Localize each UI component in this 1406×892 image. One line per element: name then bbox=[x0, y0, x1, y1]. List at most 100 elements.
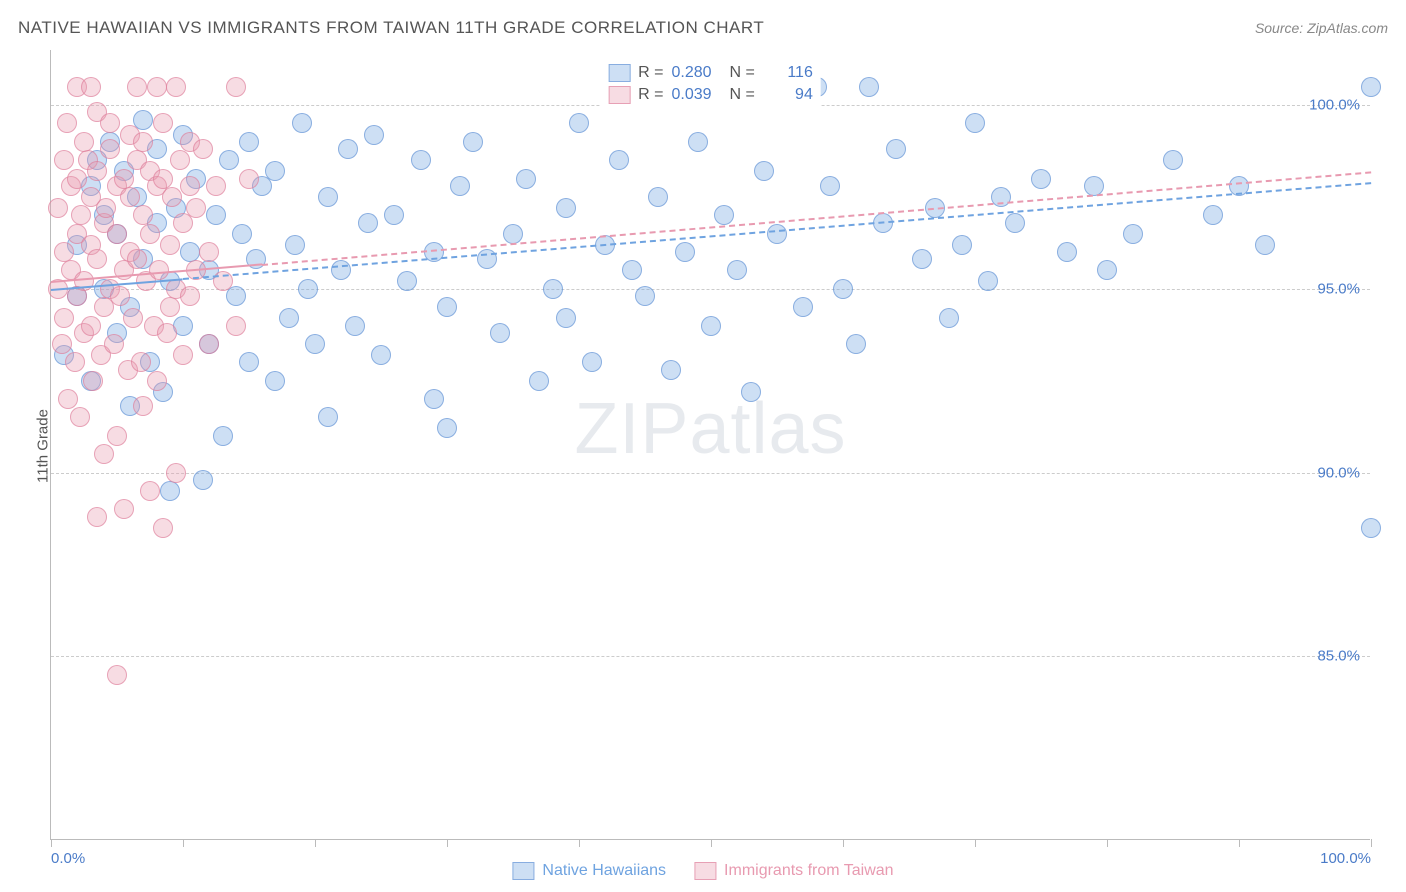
scatter-point bbox=[193, 139, 213, 159]
scatter-point bbox=[107, 426, 127, 446]
scatter-point bbox=[516, 169, 536, 189]
scatter-point bbox=[100, 113, 120, 133]
gridline-h bbox=[51, 289, 1370, 290]
legend-n-value: 116 bbox=[763, 64, 813, 82]
scatter-point bbox=[529, 371, 549, 391]
scatter-point bbox=[120, 187, 140, 207]
scatter-point bbox=[114, 499, 134, 519]
scatter-point bbox=[180, 242, 200, 262]
legend-r-value: 0.280 bbox=[672, 64, 722, 82]
scatter-point bbox=[1123, 224, 1143, 244]
scatter-point bbox=[74, 132, 94, 152]
scatter-point bbox=[675, 242, 695, 262]
x-tick bbox=[579, 839, 580, 847]
scatter-point bbox=[661, 360, 681, 380]
scatter-point bbox=[463, 132, 483, 152]
scatter-point bbox=[100, 139, 120, 159]
scatter-point bbox=[582, 352, 602, 372]
x-tick bbox=[447, 839, 448, 847]
scatter-point bbox=[81, 316, 101, 336]
scatter-point bbox=[147, 77, 167, 97]
legend-item: Immigrants from Taiwan bbox=[694, 862, 894, 880]
scatter-point bbox=[318, 407, 338, 427]
scatter-point bbox=[364, 125, 384, 145]
scatter-point bbox=[133, 205, 153, 225]
scatter-point bbox=[1361, 77, 1381, 97]
scatter-point bbox=[622, 260, 642, 280]
legend-r-label: R = bbox=[638, 86, 663, 104]
scatter-point bbox=[94, 444, 114, 464]
scatter-point bbox=[384, 205, 404, 225]
scatter-point bbox=[450, 176, 470, 196]
scatter-point bbox=[820, 176, 840, 196]
y-tick-label: 85.0% bbox=[1317, 648, 1360, 665]
trend-line bbox=[183, 182, 1371, 280]
watermark: ZIPatlas bbox=[574, 388, 846, 470]
scatter-point bbox=[767, 224, 787, 244]
x-tick bbox=[711, 839, 712, 847]
legend-n-label: N = bbox=[730, 86, 755, 104]
gridline-h bbox=[51, 473, 1370, 474]
legend-swatch bbox=[608, 86, 630, 104]
watermark-text-a: ZIP bbox=[574, 389, 689, 469]
scatter-point bbox=[140, 481, 160, 501]
scatter-point bbox=[978, 271, 998, 291]
scatter-point bbox=[104, 334, 124, 354]
scatter-point bbox=[173, 345, 193, 365]
legend-label: Immigrants from Taiwan bbox=[724, 862, 894, 880]
scatter-point bbox=[1163, 150, 1183, 170]
x-tick-label: 0.0% bbox=[51, 850, 85, 867]
scatter-point bbox=[437, 297, 457, 317]
scatter-point bbox=[279, 308, 299, 328]
scatter-point bbox=[131, 352, 151, 372]
scatter-point bbox=[206, 176, 226, 196]
scatter-point bbox=[338, 139, 358, 159]
scatter-point bbox=[83, 371, 103, 391]
legend-swatch bbox=[694, 862, 716, 880]
scatter-point bbox=[397, 271, 417, 291]
scatter-point bbox=[199, 334, 219, 354]
legend-r-value: 0.039 bbox=[672, 86, 722, 104]
scatter-point bbox=[846, 334, 866, 354]
scatter-point bbox=[285, 235, 305, 255]
scatter-point bbox=[1057, 242, 1077, 262]
scatter-point bbox=[411, 150, 431, 170]
scatter-point bbox=[153, 518, 173, 538]
scatter-point bbox=[160, 481, 180, 501]
scatter-point bbox=[166, 77, 186, 97]
x-tick bbox=[843, 839, 844, 847]
scatter-point bbox=[635, 286, 655, 306]
scatter-point bbox=[265, 161, 285, 181]
scatter-point bbox=[1097, 260, 1117, 280]
scatter-point bbox=[54, 242, 74, 262]
chart-title: NATIVE HAWAIIAN VS IMMIGRANTS FROM TAIWA… bbox=[18, 18, 764, 38]
scatter-point bbox=[886, 139, 906, 159]
scatter-point bbox=[424, 389, 444, 409]
scatter-point bbox=[569, 113, 589, 133]
scatter-point bbox=[741, 382, 761, 402]
scatter-point bbox=[345, 316, 365, 336]
scatter-point bbox=[48, 198, 68, 218]
scatter-point bbox=[87, 161, 107, 181]
scatter-point bbox=[107, 665, 127, 685]
legend-swatch bbox=[608, 64, 630, 82]
scatter-point bbox=[543, 279, 563, 299]
scatter-point bbox=[437, 418, 457, 438]
scatter-plot-area: ZIPatlas 85.0%90.0%95.0%100.0%0.0%100.0%… bbox=[50, 50, 1370, 840]
scatter-point bbox=[153, 113, 173, 133]
scatter-point bbox=[71, 205, 91, 225]
scatter-point bbox=[127, 249, 147, 269]
x-tick bbox=[315, 839, 316, 847]
scatter-point bbox=[688, 132, 708, 152]
scatter-point bbox=[140, 224, 160, 244]
scatter-point bbox=[87, 249, 107, 269]
scatter-point bbox=[358, 213, 378, 233]
scatter-point bbox=[58, 389, 78, 409]
scatter-point bbox=[54, 308, 74, 328]
legend-stats-row: R =0.039N =94 bbox=[608, 84, 813, 106]
scatter-point bbox=[157, 323, 177, 343]
scatter-point bbox=[952, 235, 972, 255]
scatter-point bbox=[193, 470, 213, 490]
scatter-point bbox=[503, 224, 523, 244]
scatter-point bbox=[1255, 235, 1275, 255]
